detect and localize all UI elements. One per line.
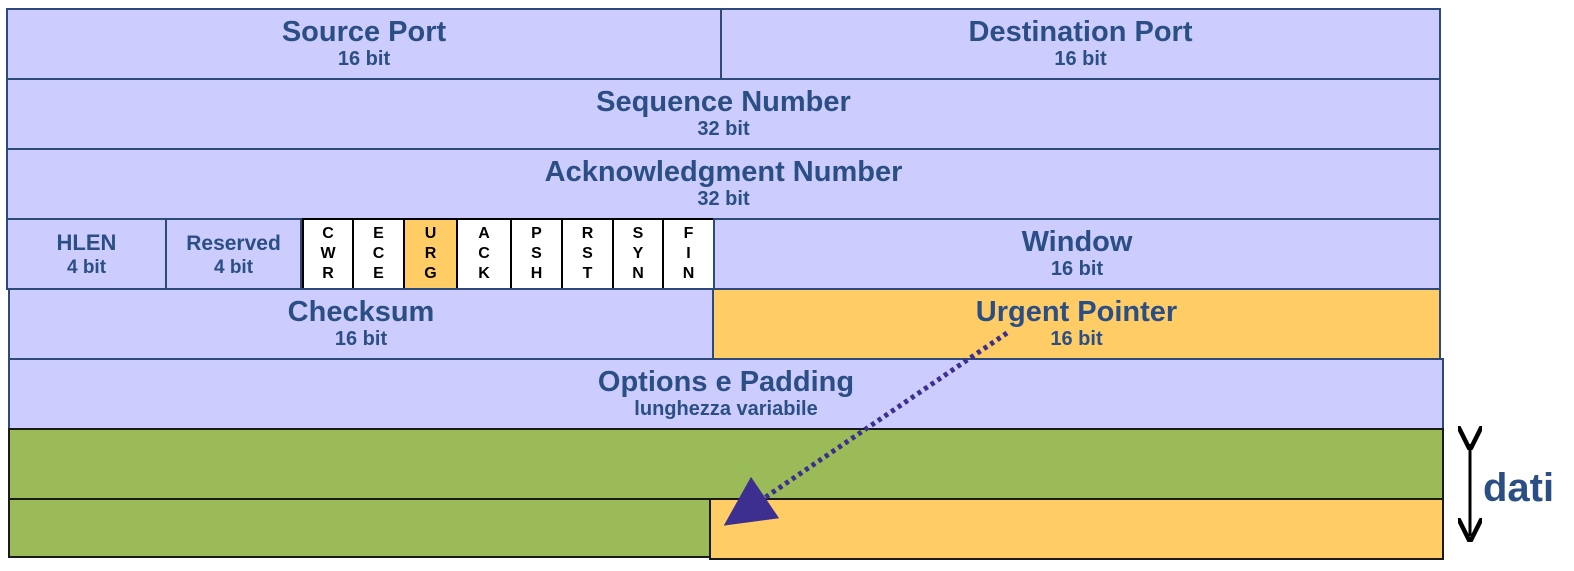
reserved-title: Reserved: [186, 232, 281, 255]
flag-letter: U: [424, 225, 437, 242]
flag-letter: S: [582, 245, 593, 262]
window-field: Window 16 bit: [713, 218, 1441, 290]
flag-letter: T: [582, 265, 593, 282]
urgent-data-part: [709, 498, 1444, 560]
flag-letter: F: [683, 225, 694, 242]
flag-letter: N: [632, 265, 644, 282]
urgent-pointer-arrow: [723, 330, 1009, 526]
flag-letter: A: [478, 225, 490, 242]
flag-letter: C: [478, 245, 490, 262]
flag-letter: R: [424, 245, 437, 262]
flag-letter: W: [320, 245, 336, 262]
flag-letter: E: [373, 225, 384, 242]
window-title: Window: [1021, 226, 1133, 258]
source-port-title: Source Port: [281, 16, 447, 48]
flag-letter: I: [686, 245, 691, 262]
destination-port-size: 16 bit: [1054, 48, 1107, 70]
destination-port-title: Destination Port: [968, 16, 1193, 48]
ack-number-size: 32 bit: [697, 188, 750, 210]
urgent-pointer-size: 16 bit: [1050, 328, 1103, 350]
flag-syn: S Y N: [612, 218, 664, 290]
source-port-field: Source Port 16 bit: [6, 8, 722, 80]
flag-letter: K: [478, 265, 490, 282]
flag-letter: P: [531, 225, 542, 242]
ack-number-field: Acknowledgment Number 32 bit: [6, 148, 1441, 220]
flag-letter: G: [424, 265, 437, 282]
hlen-field: HLEN 4 bit: [6, 218, 167, 290]
sequence-number-title: Sequence Number: [596, 86, 851, 118]
flag-letter: R: [581, 225, 594, 242]
urgent-pointer-field: Urgent Pointer 16 bit: [712, 288, 1441, 360]
options-padding-field: Options e Padding lunghezza variabile: [8, 358, 1444, 430]
flag-letter: H: [530, 265, 543, 282]
hlen-size: 4 bit: [66, 257, 107, 278]
flag-ack: A C K: [456, 218, 512, 290]
options-padding-size: lunghezza variabile: [634, 398, 818, 420]
flag-letter: S: [531, 245, 542, 262]
flag-letter: S: [632, 225, 644, 242]
data-label: dati: [1483, 466, 1555, 510]
source-port-size: 16 bit: [337, 48, 391, 70]
flag-letter: E: [373, 265, 384, 282]
flag-letter: R: [322, 265, 334, 282]
data-row-normal-part: [8, 498, 711, 558]
options-padding-title: Options e Padding: [597, 366, 855, 398]
flag-psh: P S H: [510, 218, 563, 290]
reserved-size: 4 bit: [213, 257, 254, 278]
checksum-title: Checksum: [287, 296, 435, 328]
flag-letter: C: [372, 245, 385, 262]
urgent-pointer-title: Urgent Pointer: [975, 296, 1178, 328]
hlen-title: HLEN: [56, 230, 117, 255]
reserved-field: Reserved 4 bit: [165, 218, 302, 290]
ack-number-title: Acknowledgment Number: [544, 156, 903, 188]
flag-letter: C: [322, 225, 334, 242]
flag-rst: R S T: [561, 218, 614, 290]
flag-letter: N: [682, 265, 695, 282]
checksum-size: 16 bit: [334, 328, 388, 350]
window-size: 16 bit: [1050, 258, 1104, 280]
sequence-number-size: 32 bit: [697, 118, 750, 140]
flag-letter: Y: [632, 245, 644, 262]
